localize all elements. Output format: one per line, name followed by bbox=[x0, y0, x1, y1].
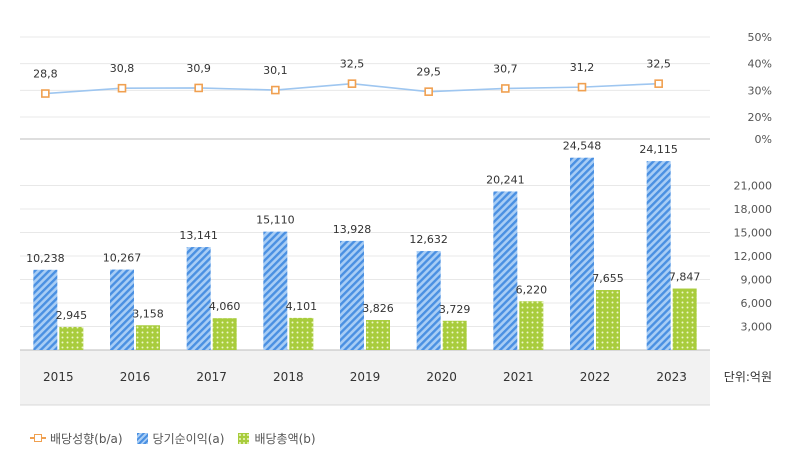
dividend-bar bbox=[519, 301, 544, 350]
pct-tick-label: 50% bbox=[748, 31, 772, 44]
pct-tick-label: 0% bbox=[755, 133, 772, 146]
category-label: 2021 bbox=[503, 370, 534, 384]
net-income-label: 13,928 bbox=[333, 223, 372, 236]
dividend-bar bbox=[136, 325, 160, 350]
value-tick-label: 9,000 bbox=[741, 274, 773, 287]
ratio-point bbox=[41, 89, 50, 98]
dividend-label: 6,220 bbox=[516, 283, 548, 296]
category-label: 2022 bbox=[580, 370, 611, 384]
hatch-swatch-icon bbox=[136, 432, 148, 444]
pct-tick-label: 20% bbox=[748, 111, 772, 124]
category-label: 2015 bbox=[43, 370, 74, 384]
net-income-label: 24,548 bbox=[563, 140, 602, 153]
category-label: 2020 bbox=[426, 370, 457, 384]
net-income-bar bbox=[110, 269, 134, 350]
chart-legend: 배당성향(b/a) 당기순이익(a) 배당총액(b) bbox=[30, 430, 330, 446]
category-label: 2016 bbox=[120, 370, 151, 384]
legend-label-net-income: 당기순이익(a) bbox=[152, 431, 225, 446]
dots-swatch-icon bbox=[238, 432, 250, 444]
pct-tick-label: 30% bbox=[748, 84, 772, 97]
dividend-bar bbox=[672, 288, 697, 350]
value-tick-label: 12,000 bbox=[734, 250, 773, 263]
ratio-point bbox=[271, 85, 280, 95]
category-label: 2017 bbox=[196, 370, 227, 384]
net-income-bar bbox=[186, 247, 211, 350]
ratio-label: 30,1 bbox=[263, 64, 288, 77]
ratio-point bbox=[654, 79, 663, 88]
ratio-label: 32,5 bbox=[340, 58, 365, 71]
dividend-bar bbox=[212, 318, 237, 350]
dividend-label: 2,945 bbox=[56, 309, 88, 322]
value-tick-label: 3,000 bbox=[741, 321, 773, 334]
value-tick-label: 18,000 bbox=[734, 203, 773, 216]
unit-label: 단위:억원 bbox=[724, 370, 772, 384]
ratio-label: 30,8 bbox=[110, 62, 135, 75]
dividend-bar bbox=[596, 290, 620, 350]
ratio-label: 28,8 bbox=[33, 68, 58, 81]
value-tick-label: 6,000 bbox=[741, 297, 773, 310]
net-income-label: 20,241 bbox=[486, 173, 525, 186]
dividend-bar bbox=[442, 320, 467, 350]
ratio-label: 30,9 bbox=[186, 62, 211, 75]
line-marker-icon bbox=[30, 432, 46, 444]
legend-item-dividend: 배당총액(b) bbox=[238, 430, 316, 447]
ratio-label: 32,5 bbox=[646, 58, 671, 71]
category-band bbox=[20, 350, 710, 405]
category-label: 2018 bbox=[273, 370, 304, 384]
net-income-bar bbox=[570, 157, 594, 350]
ratio-point bbox=[117, 83, 127, 93]
value-tick-label: 15,000 bbox=[734, 227, 773, 240]
net-income-bar bbox=[33, 269, 58, 350]
net-income-label: 10,238 bbox=[26, 252, 65, 265]
dividend-label: 3,826 bbox=[362, 302, 394, 315]
net-income-label: 15,110 bbox=[256, 214, 295, 227]
legend-item-net-income: 당기순이익(a) bbox=[136, 430, 225, 447]
net-income-label: 13,141 bbox=[179, 229, 218, 242]
ratio-point bbox=[424, 87, 433, 96]
ratio-point bbox=[577, 82, 587, 92]
net-income-bar bbox=[340, 240, 364, 350]
value-tick-label: 21,000 bbox=[734, 180, 773, 193]
dividend-label: 4,101 bbox=[286, 300, 318, 313]
pct-tick-label: 40% bbox=[748, 58, 772, 71]
dividend-label: 7,655 bbox=[592, 272, 624, 285]
ratio-point bbox=[194, 83, 203, 93]
net-income-bar bbox=[416, 251, 441, 350]
net-income-label: 12,632 bbox=[409, 233, 448, 246]
net-income-label: 24,115 bbox=[639, 143, 678, 156]
legend-item-ratio: 배당성향(b/a) bbox=[30, 430, 123, 447]
dividend-label: 4,060 bbox=[209, 300, 241, 313]
net-income-label: 10,267 bbox=[103, 252, 142, 265]
ratio-label: 31,2 bbox=[570, 61, 595, 74]
ratio-label: 29,5 bbox=[416, 66, 441, 79]
dividend-label: 3,158 bbox=[132, 307, 164, 320]
net-income-bar bbox=[263, 231, 288, 350]
dividend-bar bbox=[59, 326, 84, 350]
ratio-point bbox=[347, 79, 357, 88]
net-income-bar bbox=[646, 161, 671, 350]
ratio-point bbox=[501, 84, 510, 93]
net-income-bar bbox=[493, 191, 518, 350]
dividend-bar bbox=[366, 320, 390, 350]
category-label: 2023 bbox=[656, 370, 687, 384]
dividend-bar bbox=[289, 317, 314, 350]
dividend-label: 3,729 bbox=[439, 303, 471, 316]
legend-label-ratio: 배당성향(b/a) bbox=[50, 431, 123, 446]
legend-label-dividend: 배당총액(b) bbox=[254, 431, 316, 446]
dividend-label: 7,847 bbox=[669, 271, 701, 284]
category-label: 2019 bbox=[350, 370, 381, 384]
ratio-label: 30,7 bbox=[493, 62, 518, 75]
